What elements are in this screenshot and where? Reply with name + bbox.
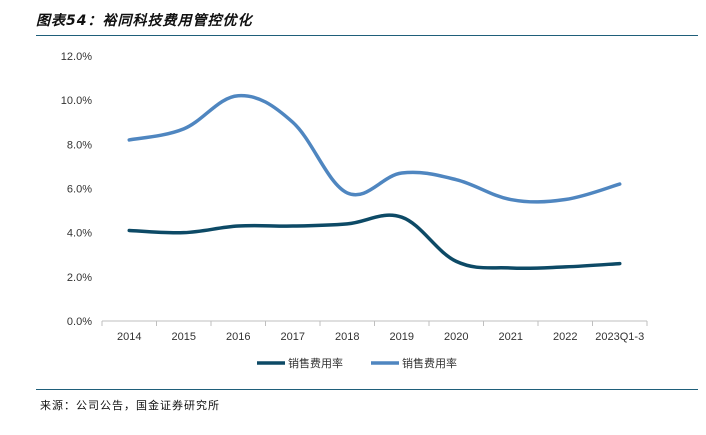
- y-tick-label: 6.0%: [67, 184, 92, 196]
- line-chart: 0.0% 2.0% 4.0% 6.0% 8.0% 10.0% 12.0% 2014 2015 20…: [61, 51, 648, 370]
- chart-title: 图表54：裕同科技费用管控优化: [36, 13, 253, 29]
- title-divider: [36, 35, 698, 36]
- x-tick-label: 2021: [499, 331, 523, 343]
- x-tick-label: 2020: [444, 331, 468, 343]
- y-tick-label: 4.0%: [67, 228, 92, 240]
- y-tick-label: 0.0%: [67, 316, 92, 328]
- x-tick-label: 2018: [335, 331, 359, 343]
- x-tick-label: 2022: [553, 331, 577, 343]
- x-tick-label: 2023Q1-3: [595, 331, 644, 343]
- x-tick-label: 2015: [172, 331, 196, 343]
- series-line-2: [127, 93, 622, 204]
- footer-divider: [36, 389, 698, 390]
- x-tick-label: 2017: [281, 331, 305, 343]
- x-tick-label: 2016: [226, 331, 250, 343]
- x-tick-label: 2014: [117, 331, 141, 343]
- source-note: 来源：公司公告，国金证券研究所: [40, 399, 220, 412]
- y-tick-label: 12.0%: [61, 51, 92, 63]
- series-line-1: [127, 213, 622, 271]
- y-tick-label: 8.0%: [67, 139, 92, 151]
- y-tick-label: 2.0%: [67, 272, 92, 284]
- legend-label-1: 销售费用率: [288, 356, 343, 370]
- y-tick-label: 10.0%: [61, 95, 92, 107]
- legend-label-2: 销售费用率: [402, 356, 457, 370]
- x-tick-label: 2019: [390, 331, 414, 343]
